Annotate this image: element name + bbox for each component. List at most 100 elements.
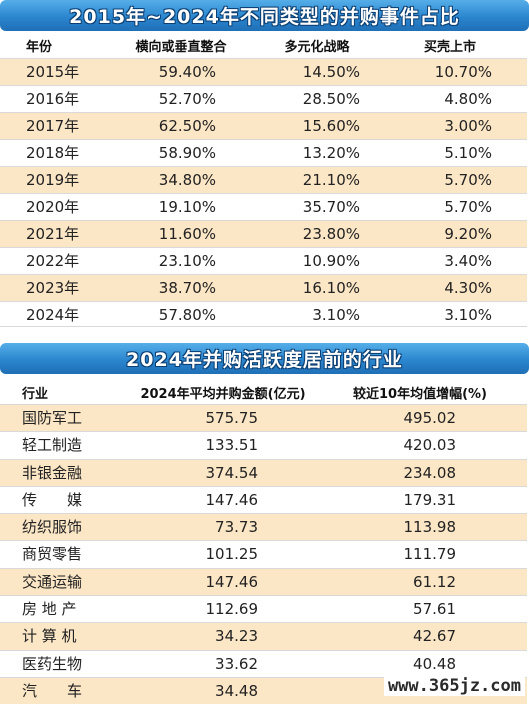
table-cell-year: 2015年 bbox=[26, 63, 80, 81]
table-cell-industry: 医药生物 bbox=[22, 654, 83, 673]
table-row: 交通运输 147.46 61.12 bbox=[0, 567, 527, 596]
table-cell-growth: 495.02 bbox=[403, 409, 457, 427]
table-row: 2023年 38.70% 16.10% 4.30% bbox=[0, 274, 527, 301]
table1-title: 2015年~2024年不同类型的并购事件占比 bbox=[69, 6, 460, 28]
table-cell-year: 2020年 bbox=[26, 198, 80, 216]
table-cell-a: 34.80% bbox=[158, 171, 216, 189]
table-cell-b: 14.50% bbox=[302, 63, 360, 81]
table-row: 医药生物 33.62 40.48 bbox=[0, 649, 527, 677]
table1-title-banner: 2015年~2024年不同类型的并购事件占比 bbox=[0, 0, 529, 31]
table-cell-b: 35.70% bbox=[302, 198, 360, 216]
table-cell-c: 9.20% bbox=[444, 225, 492, 243]
table-cell-industry: 商贸零售 bbox=[22, 545, 83, 564]
table2-title-banner: 2024年并购活跃度居前的行业 bbox=[0, 343, 529, 374]
table-row: 非银金融 374.54 234.08 bbox=[0, 458, 527, 486]
table-cell-a: 58.90% bbox=[158, 144, 216, 162]
table-cell-a: 59.40% bbox=[158, 63, 216, 81]
table-cell-year: 2017年 bbox=[26, 117, 80, 135]
table-cell-industry: 房 地 产 bbox=[22, 600, 77, 619]
header-diversification: 多元化战略 bbox=[284, 40, 350, 55]
table-row: 计 算 机 34.23 42.67 bbox=[0, 622, 527, 650]
table-row: 商贸零售 101.25 111.79 bbox=[0, 540, 527, 567]
table-cell-growth: 179.31 bbox=[403, 490, 457, 509]
table-cell-c: 10.70% bbox=[434, 63, 492, 81]
table-cell-b: 21.10% bbox=[302, 171, 360, 189]
table2-header-row: 行业 2024年平均并购金额(亿元) 较近10年均值增幅(%) bbox=[0, 383, 529, 403]
table-cell-b: 15.60% bbox=[302, 117, 360, 135]
table-cell-year: 2018年 bbox=[26, 144, 80, 162]
table-cell-industry: 轻工制造 bbox=[22, 436, 83, 455]
table-row: 传 媒 147.46 179.31 bbox=[0, 485, 527, 513]
table-row: 2016年 52.70% 28.50% 4.80% bbox=[0, 85, 527, 112]
table-cell-b: 28.50% bbox=[302, 90, 360, 108]
table-cell-c: 5.70% bbox=[444, 198, 492, 216]
table-cell-amount: 34.48 bbox=[215, 681, 258, 700]
table-cell-c: 3.10% bbox=[444, 306, 492, 324]
header-integration: 横向或垂直整合 bbox=[135, 40, 227, 55]
table-cell-year: 2022年 bbox=[26, 252, 80, 270]
table-cell-amount: 147.46 bbox=[205, 490, 259, 509]
table-cell-a: 38.70% bbox=[158, 279, 216, 297]
table-cell-growth: 234.08 bbox=[403, 463, 457, 482]
table2-body: 国防军工 575.75 495.02 轻工制造 133.51 420.03 非银金融 374.… bbox=[0, 404, 529, 704]
table-cell-c: 4.30% bbox=[444, 279, 492, 297]
table-row: 2017年 62.50% 15.60% 3.00% bbox=[0, 112, 527, 139]
table-cell-amount: 374.54 bbox=[205, 463, 259, 482]
header-growth: 较近10年均值增幅(%) bbox=[353, 387, 487, 402]
table-cell-year: 2021年 bbox=[26, 225, 80, 243]
table-row: 2020年 19.10% 35.70% 5.70% bbox=[0, 193, 527, 220]
watermark: www.365jz.com bbox=[383, 676, 525, 696]
table-cell-amount: 73.73 bbox=[215, 518, 258, 537]
table-cell-industry: 传 媒 bbox=[22, 490, 83, 509]
table-cell-amount: 101.25 bbox=[205, 545, 259, 564]
table-cell-amount: 34.23 bbox=[215, 627, 258, 646]
table-row: 2018年 58.90% 13.20% 5.10% bbox=[0, 139, 527, 166]
divider bbox=[0, 326, 527, 335]
table-row: 2022年 23.10% 10.90% 3.40% bbox=[0, 247, 527, 274]
table-row: 房 地 产 112.69 57.61 bbox=[0, 595, 527, 622]
table-cell-c: 5.10% bbox=[444, 144, 492, 162]
table-cell-industry: 非银金融 bbox=[22, 463, 83, 482]
table-cell-year: 2024年 bbox=[26, 306, 80, 324]
header-backdoor-listing: 买壳上市 bbox=[423, 40, 476, 55]
table-cell-c: 5.70% bbox=[444, 171, 492, 189]
table-row: 纺织服饰 73.73 113.98 bbox=[0, 513, 527, 541]
table-cell-a: 11.60% bbox=[158, 225, 216, 243]
table-row: 2024年 57.80% 3.10% 3.10% bbox=[0, 301, 527, 328]
table-cell-a: 23.10% bbox=[158, 252, 216, 270]
table-cell-b: 13.20% bbox=[302, 144, 360, 162]
table-cell-growth: 111.79 bbox=[403, 545, 457, 564]
table-cell-amount: 33.62 bbox=[215, 654, 258, 673]
table-cell-c: 3.40% bbox=[444, 252, 492, 270]
table-cell-year: 2023年 bbox=[26, 279, 80, 297]
table-cell-industry: 汽 车 bbox=[22, 681, 83, 700]
header-year: 年份 bbox=[26, 40, 53, 55]
table-cell-growth: 40.48 bbox=[413, 654, 456, 673]
table-cell-growth: 57.61 bbox=[413, 600, 456, 619]
header-industry: 行业 bbox=[22, 387, 49, 402]
table-cell-growth: 61.12 bbox=[413, 572, 456, 591]
header-avg-amount: 2024年平均并购金额(亿元) bbox=[140, 387, 306, 402]
table-cell-a: 19.10% bbox=[158, 198, 216, 216]
table-cell-industry: 纺织服饰 bbox=[22, 518, 83, 537]
table-cell-amount: 112.69 bbox=[205, 600, 259, 619]
table-row: 2021年 11.60% 23.80% 9.20% bbox=[0, 220, 527, 247]
table-row: 2015年 59.40% 14.50% 10.70% bbox=[0, 58, 527, 85]
table-cell-growth: 420.03 bbox=[403, 436, 457, 455]
table-cell-growth: 42.67 bbox=[413, 627, 456, 646]
table-cell-c: 3.00% bbox=[444, 117, 492, 135]
table-cell-industry: 国防军工 bbox=[22, 409, 83, 427]
table-cell-amount: 133.51 bbox=[205, 436, 259, 455]
table-row: 轻工制造 133.51 420.03 bbox=[0, 431, 527, 458]
table-cell-b: 10.90% bbox=[302, 252, 360, 270]
table2-title: 2024年并购活跃度居前的行业 bbox=[126, 349, 403, 371]
table1-header-row: 年份 横向或垂直整合 多元化战略 买壳上市 bbox=[0, 36, 529, 56]
table-cell-industry: 交通运输 bbox=[22, 572, 83, 591]
table-cell-industry: 计 算 机 bbox=[22, 627, 77, 646]
table-cell-growth: 113.98 bbox=[403, 518, 457, 537]
table-cell-c: 4.80% bbox=[444, 90, 492, 108]
table-cell-a: 62.50% bbox=[158, 117, 216, 135]
table1-body: 2015年 59.40% 14.50% 10.70% 2016年 52.70% 28.50%… bbox=[0, 58, 529, 328]
table-cell-b: 3.10% bbox=[312, 306, 360, 324]
table-cell-year: 2019年 bbox=[26, 171, 80, 189]
